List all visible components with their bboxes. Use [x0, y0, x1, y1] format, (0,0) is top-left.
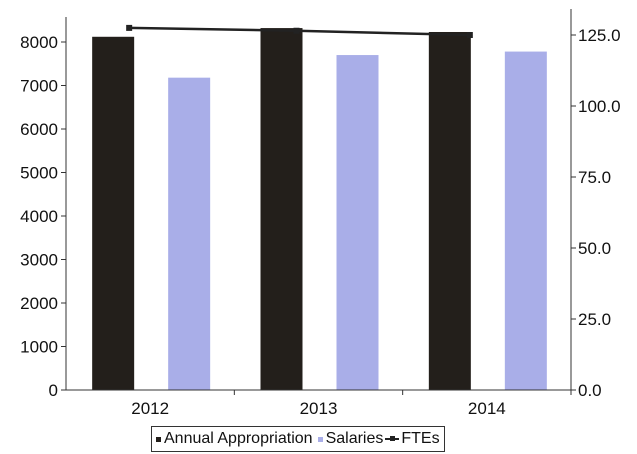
bar-annual-appropriation-2014: [428, 31, 471, 391]
right-tick-label: 75.0: [578, 168, 611, 187]
legend-label-annual-appropriation: Annual Appropriation: [164, 430, 313, 447]
right-tick-label: 125.0: [578, 26, 621, 45]
left-tick-label: 3000: [20, 251, 58, 270]
legend: Annual Appropriation Salaries FTEs: [151, 426, 445, 452]
left-tick-label: 8000: [20, 33, 58, 52]
left-tick-label: 1000: [20, 338, 58, 357]
fte-line: [126, 24, 473, 38]
right-tick-label: 25.0: [578, 310, 611, 329]
legend-swatch-salaries: [317, 436, 323, 442]
legend-label-ftes: FTEs: [401, 430, 440, 447]
legend-item-annual-appropriation: Annual Appropriation: [156, 430, 313, 448]
bar-salaries-2013: [336, 55, 379, 391]
bar-annual-appropriation-2013: [260, 28, 303, 391]
right-tick-label: 50.0: [578, 239, 611, 258]
right-tick-label: 100.0: [578, 97, 621, 116]
legend-item-salaries: Salaries: [317, 430, 384, 448]
bar-annual-appropriation-2012: [92, 36, 135, 390]
x-tick-label: 2013: [300, 399, 338, 418]
left-axis-ticks: 0 1000 2000 3000 4000 5000 6000 7000 8000: [20, 33, 66, 400]
legend-item-ftes: FTEs: [385, 430, 440, 448]
axes: [65, 9, 572, 391]
left-tick-label: 2000: [20, 294, 58, 313]
bars: [92, 28, 547, 391]
left-tick-label: 7000: [20, 77, 58, 96]
x-tick-label: 2012: [131, 399, 169, 418]
x-tick-label: 2014: [468, 399, 506, 418]
fte-point-2012: [126, 24, 133, 31]
legend-swatch-annual-appropriation: [156, 436, 161, 442]
legend-label-salaries: Salaries: [325, 430, 384, 447]
bar-salaries-2014: [504, 51, 547, 390]
right-axis-ticks: 0.0 25.0 50.0 75.0 100.0 125.0: [571, 26, 621, 400]
x-axis-ticks: 2012 2013 2014: [131, 390, 572, 418]
fte-point-2014: [466, 32, 473, 38]
bar-salaries-2012: [168, 77, 211, 391]
legend-swatch-ftes: [385, 435, 400, 443]
right-tick-label: 0.0: [578, 381, 602, 400]
fte-point-2013: [293, 27, 300, 34]
left-tick-label: 4000: [20, 207, 58, 226]
left-tick-label: 5000: [20, 164, 58, 183]
left-tick-label: 6000: [20, 120, 58, 139]
left-tick-label: 0: [49, 381, 58, 400]
